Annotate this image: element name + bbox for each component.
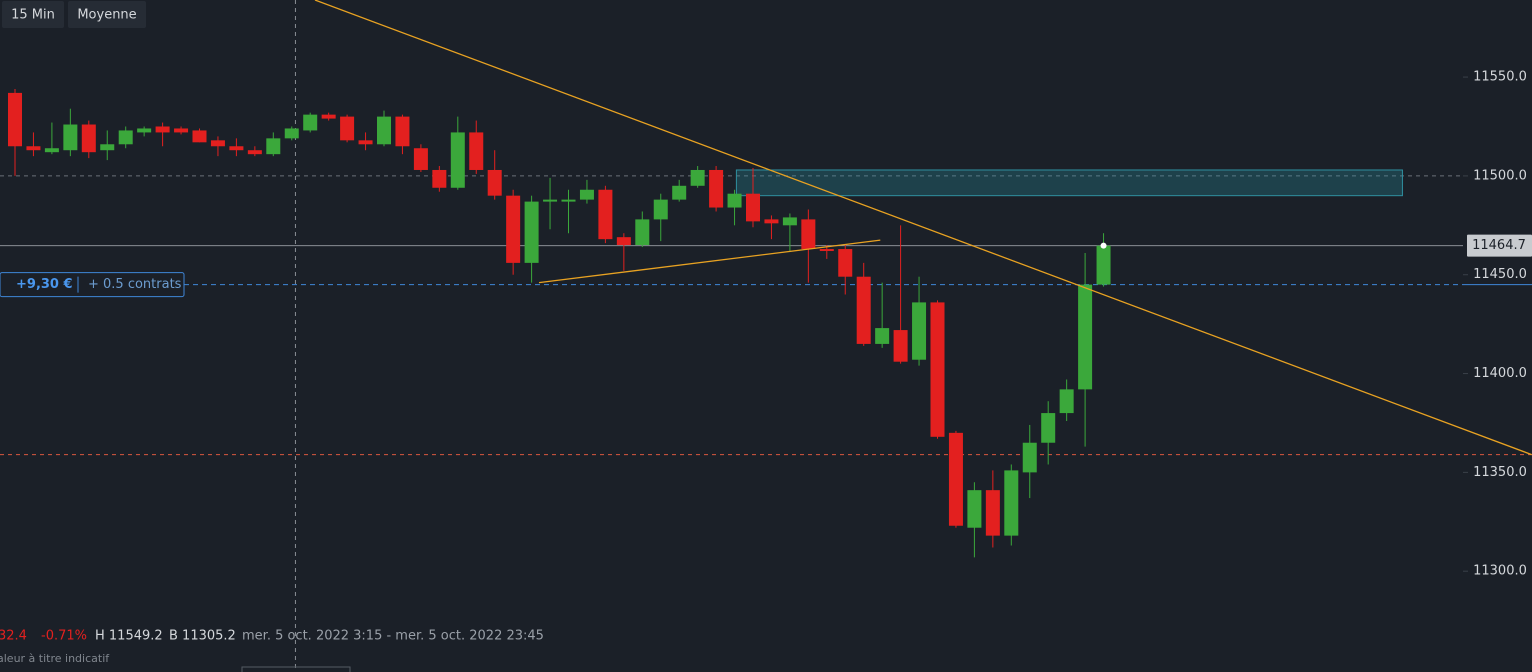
candle-body (100, 144, 115, 151)
last-price-tag (1467, 234, 1532, 257)
candle-body (137, 128, 152, 133)
position-pnl: +9,30 € (16, 277, 73, 292)
position-size: + 0.5 contrats (88, 277, 182, 292)
footer-change: 32.4 (0, 629, 27, 644)
candle-body (44, 148, 59, 153)
candle-body (690, 169, 705, 186)
last-price-label: 11464.7 (1472, 238, 1526, 253)
scroll-handle[interactable] (241, 666, 351, 672)
footer-range: mer. 5 oct. 2022 3:15 - mer. 5 oct. 2022… (242, 629, 544, 644)
style-label: Moyenne (77, 8, 136, 23)
y-tick-label: 11500.0 (1473, 168, 1527, 183)
candle-body (247, 150, 262, 155)
candle-body (229, 146, 244, 151)
candle-body (1096, 245, 1111, 285)
candle-body (1059, 389, 1074, 414)
candle-body (174, 128, 189, 133)
footer-change-pct: -0.71% (41, 629, 87, 644)
y-tick-label: 11350.0 (1473, 465, 1527, 480)
candle-body (1004, 470, 1019, 536)
candle-body (838, 249, 853, 277)
position-box (0, 272, 185, 298)
candle-body (746, 193, 760, 222)
candle-body (672, 185, 687, 200)
candle-body (948, 432, 963, 526)
candle-body (321, 114, 336, 119)
candle-body (635, 219, 650, 246)
candle-body (819, 249, 834, 252)
candle-body (303, 114, 318, 131)
candle-body (912, 302, 927, 360)
candle-body (930, 302, 945, 437)
footer-low: B 11305.2 (169, 629, 236, 644)
candle-body (727, 193, 742, 208)
footer-disclaimer: aleur à titre indicatif (0, 652, 110, 665)
candle-body (561, 199, 576, 202)
footer-high: H 11549.2 (95, 629, 163, 644)
candle-body (358, 140, 373, 145)
y-tick-label: 11300.0 (1473, 564, 1527, 579)
candle-body (469, 132, 484, 170)
candle-body (432, 169, 447, 188)
candle-body (63, 124, 78, 151)
candle-body (782, 217, 797, 226)
candle-body (450, 132, 465, 188)
y-tick-label: 11550.0 (1473, 70, 1527, 85)
candle-body (764, 219, 779, 224)
candle-body (653, 199, 668, 220)
candle-body (1078, 284, 1093, 390)
trendline (538, 239, 881, 284)
price-axis (1463, 0, 1532, 672)
zone (735, 169, 1403, 197)
candle-body (875, 328, 890, 344)
interval-button[interactable] (2, 1, 64, 28)
candle-body (801, 219, 816, 250)
interval-label: 15 Min (11, 8, 55, 23)
candle-body (26, 146, 41, 151)
candle-body (506, 195, 521, 263)
candle-body (487, 169, 502, 196)
candle-body (579, 189, 594, 200)
candle-body (284, 128, 299, 139)
candle-body (210, 140, 225, 147)
candle-body (395, 116, 410, 147)
y-tick-label: 11450.0 (1473, 267, 1527, 282)
candle-body (524, 201, 539, 263)
candle-body (1022, 442, 1037, 473)
current-dot (1100, 242, 1107, 249)
trendline (314, 0, 1532, 456)
candle-body (266, 138, 281, 155)
candle-body (856, 276, 871, 344)
candle-body (985, 490, 1000, 536)
candle-body (192, 130, 207, 143)
candle-body (598, 189, 613, 240)
candle-body (340, 116, 355, 141)
candle-body (709, 169, 724, 208)
candle-body (616, 237, 631, 246)
candle-body (1041, 413, 1056, 443)
candle-body (8, 92, 22, 147)
candle-body (893, 330, 908, 362)
candle-body (967, 490, 982, 528)
candle-body (413, 148, 428, 170)
y-tick-label: 11400.0 (1473, 366, 1527, 381)
style-button[interactable] (68, 1, 146, 28)
candle-body (155, 126, 170, 133)
candle-body (377, 116, 391, 145)
candle-body (543, 199, 558, 202)
candle-body (118, 130, 133, 145)
candle-body (81, 124, 96, 153)
